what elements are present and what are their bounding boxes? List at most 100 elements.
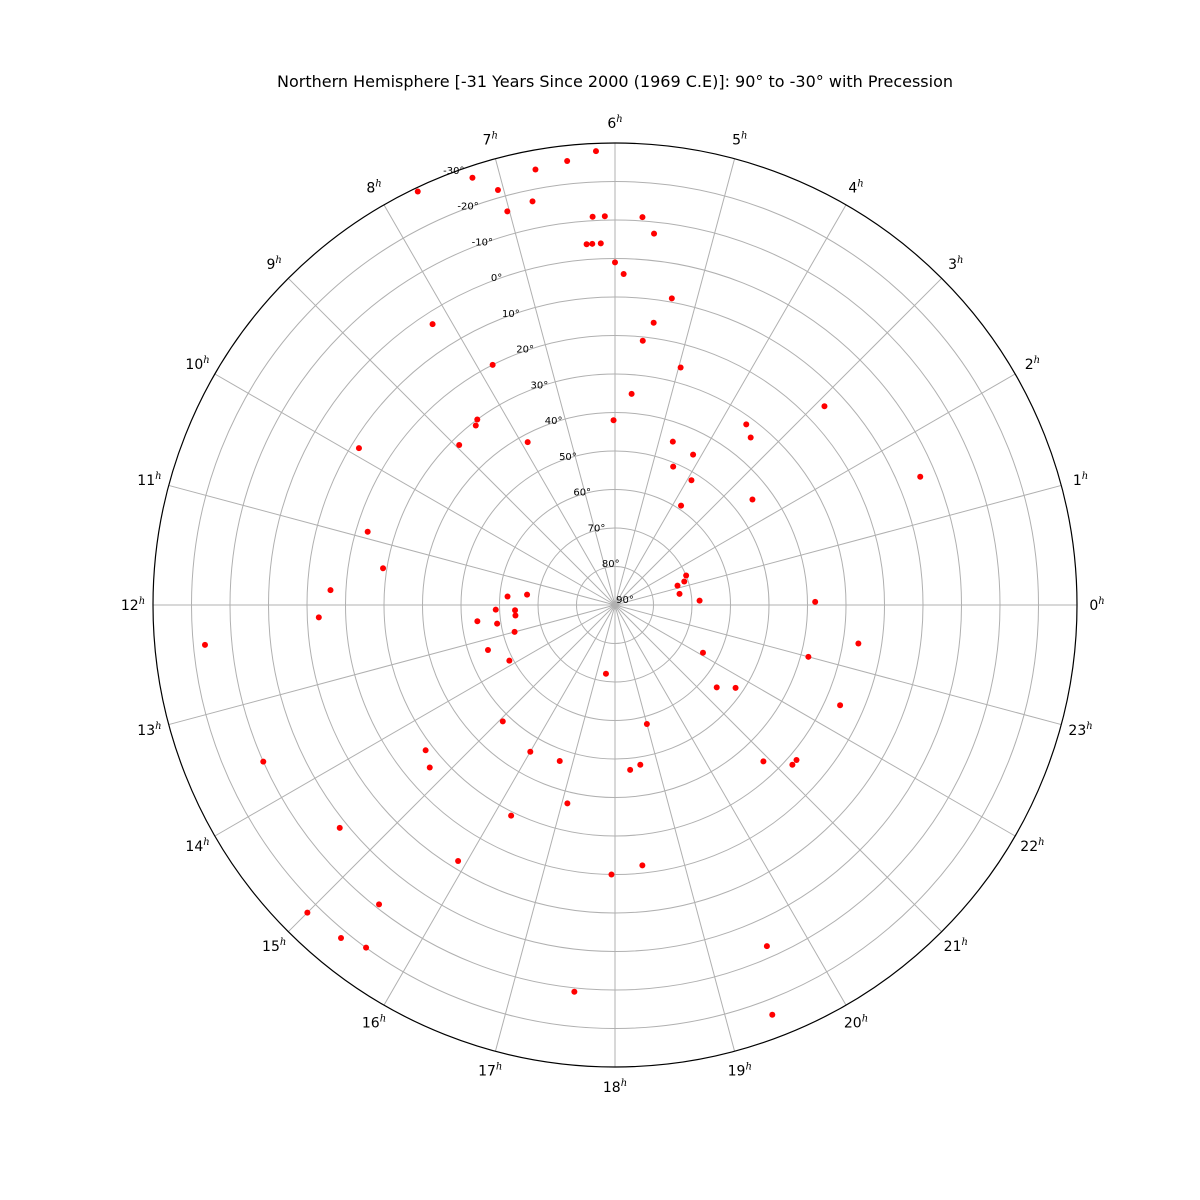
star-point [499,718,506,725]
dec-tick-label: 70° [588,523,606,534]
star-point [589,213,596,220]
star-point [529,198,536,205]
star-point [474,618,481,625]
star-point [380,565,387,572]
star-point [678,502,685,509]
star-point [743,421,750,428]
grid-spoke [287,604,616,933]
star-point [789,761,796,768]
star-point [769,1011,776,1018]
star-point [524,591,531,598]
star-point [651,230,658,237]
star-point [474,416,481,423]
dec-tick-label: 80° [602,559,620,570]
star-point [690,451,697,458]
star-point [456,442,463,449]
star-point [508,812,515,819]
grid-spoke [383,604,616,1006]
star-point [504,593,511,600]
star-point [512,612,519,619]
grid-spoke [214,373,616,606]
star-point [494,186,501,193]
grid-spoke [614,484,1062,606]
star-point [643,721,650,728]
star-point [492,606,499,613]
star-point [639,862,646,869]
star-point [304,909,311,916]
dec-tick-label: 50° [559,452,577,463]
hour-tick-label: 12h [121,596,145,614]
grid-spoke [614,277,943,606]
star-point [676,590,683,597]
star-point [527,748,534,755]
star-point [855,640,862,647]
star-point [589,240,596,247]
hour-tick-label: 23h [1068,721,1092,739]
hour-tick-label: 11h [137,471,161,489]
hour-tick-label: 8h [366,179,381,197]
hour-tick-label: 7h [483,130,498,148]
grid-spoke [614,158,736,606]
star-point [472,422,479,429]
star-point [627,766,634,773]
dec-tick-label: -20° [457,202,478,213]
hour-tick-label: 4h [848,179,863,197]
dec-tick-label: 30° [531,380,549,391]
star-point [489,361,496,368]
star-point [564,157,571,164]
star-point [669,438,676,445]
star-point [747,434,754,441]
star-point [260,758,267,765]
star-point [620,271,627,278]
grid-spoke [614,604,1016,837]
dec-tick-label: 60° [573,488,591,499]
grid-spoke [214,604,616,837]
star-point [532,166,539,173]
star-point [713,684,720,691]
star-point [805,653,812,660]
grid-spoke [168,604,616,726]
grid-spoke [614,604,1062,726]
star-point [760,758,767,765]
grid-spoke [614,604,847,1006]
polar-frame [152,142,1078,1068]
grid-spoke [494,158,616,606]
star-point [376,901,383,908]
star-point [469,174,476,181]
grid-spoke [614,204,847,606]
hour-tick-label: 9h [266,255,281,273]
star-point [455,858,462,865]
star-point [677,364,684,371]
star-point [364,528,371,535]
star-point [422,747,429,754]
star-point [812,598,819,605]
star-point [732,684,739,691]
hour-tick-label: 6h [607,114,622,132]
star-point [837,702,844,709]
star-point [327,587,334,594]
star-point [201,641,208,648]
star-point [504,208,511,215]
star-point [484,646,491,653]
grid-spoke [383,204,616,606]
star-point [601,213,608,220]
star-point [556,758,563,765]
star-point [793,757,800,764]
hour-tick-label: 20h [844,1013,868,1031]
star-point [610,417,617,424]
hour-tick-label: 1h [1073,471,1088,489]
radial-tick-labels: 90° 80° 70° 60° 50° 40° 30° 20° 10° 0° -10° -20° -30… [443,166,634,606]
hour-tick-label: 13h [137,721,161,739]
star-point [592,148,599,155]
star-point [639,214,646,221]
star-point [426,764,433,771]
star-point [338,934,345,941]
star-point [315,614,322,621]
star-point [674,582,681,589]
hour-tick-label: 10h [185,355,209,373]
hour-tick-label: 2h [1025,355,1040,373]
hour-tick-label: 14h [185,837,209,855]
hour-tick-label: 15h [262,937,286,955]
grid-spoke [494,604,616,1052]
star-point [583,241,590,248]
